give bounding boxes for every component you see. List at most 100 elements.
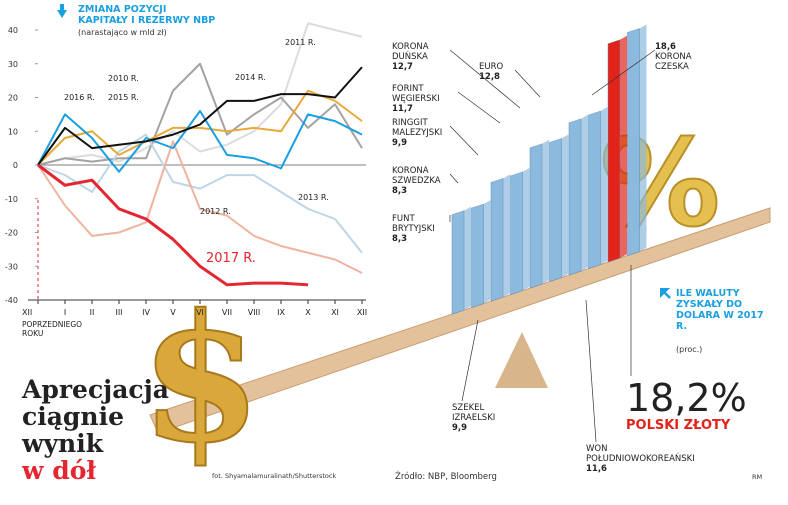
bar-side (464, 206, 471, 311)
bar-name: FUNT BRYTYJSKI (392, 214, 435, 234)
dollar-sign: $ (140, 277, 262, 482)
bar-name: RINGGIT MALEZYJSKI (392, 118, 443, 138)
y-tick-label: 40 (8, 26, 18, 35)
y-tick-label: 10 (8, 127, 18, 136)
series-label: 2016 R. (64, 93, 95, 102)
bar-top (530, 139, 549, 148)
bar-value-label: 12,7 (392, 62, 413, 72)
headline-text: Aprecjacja ciągnie wynik (22, 375, 169, 458)
bar-value-label: 8,3 (392, 186, 408, 196)
bar-value-label: 9,9 (452, 423, 468, 433)
x-note: POPRZEDNIEGO ROKU (22, 320, 83, 338)
bar-top (608, 35, 627, 44)
bar-name: WON POŁUDNIOWOKOREAŃSKI (586, 444, 695, 464)
y-tick-label: -20 (5, 229, 18, 238)
photo-credit: fot. Shyamalamuralinath/Shutterstock (212, 472, 336, 480)
bar-label: EURO 12,8 (479, 62, 519, 82)
series-line (37, 110, 363, 173)
author: RM (752, 473, 762, 481)
x-tick-label: X (305, 308, 311, 317)
bar (510, 171, 523, 295)
bar-name: POLSKI ZŁOTY (626, 418, 731, 433)
bar-side (483, 200, 491, 304)
bar-top (627, 24, 647, 33)
x-tick-label: VIII (248, 308, 261, 317)
x-tick-label: VI (196, 308, 204, 317)
bar-title-arrow-shaft (660, 288, 671, 299)
series-label: 2011 R. (285, 38, 316, 47)
series-label: 2010 R. (108, 74, 139, 83)
x-tick-label: XII (357, 308, 367, 317)
leader-line (514, 69, 541, 98)
bar-value-label: 8,3 (392, 234, 408, 244)
y-tick-label: -40 (5, 296, 18, 305)
x-tick-label: III (115, 308, 122, 317)
bar-value-label: 18,2% (626, 376, 747, 420)
bar-label: FUNT BRYTYJSKI 8,3 (392, 214, 454, 244)
title-arrow-shaft (60, 4, 64, 11)
x-tick-label: V (170, 308, 176, 317)
bar-label: RINGGIT MALEZYJSKI 9,9 (392, 118, 454, 148)
bar (549, 138, 562, 282)
bar-label: KORONA DUŃSKA 12,7 (392, 42, 454, 72)
leader-line (449, 173, 459, 184)
bar-label: KORONA SZWEDZKA 8,3 (392, 166, 454, 196)
bar-side (600, 106, 608, 265)
bar-label: FORINT WĘGIERSKI 11,7 (392, 84, 462, 114)
plank (149, 207, 771, 434)
bar-value-label: 9,9 (392, 138, 408, 148)
bar-side (542, 139, 549, 285)
leader-line (449, 49, 521, 109)
bar-value-label: 12,8 (479, 72, 500, 82)
x-tick-label: IX (277, 308, 285, 317)
bar-top (491, 174, 510, 183)
headline-highlight: w dół (22, 456, 96, 485)
bar (529, 143, 543, 289)
bar (490, 178, 504, 302)
x-tick-label: IV (142, 308, 150, 317)
bar-side (581, 114, 588, 272)
y-tick-label: 20 (8, 94, 18, 103)
x-tick-label: XI (331, 308, 339, 317)
series-line (37, 66, 363, 166)
chart-title: ZMIANA POZYCJI KAPITAŁY I REZERWY NBP (78, 4, 216, 26)
title-arrow (57, 10, 67, 18)
bar-value-label: 11,7 (392, 104, 413, 114)
bar-top (471, 200, 491, 209)
bar-name: SZEKEL IZRAELSKI (452, 403, 496, 423)
fulcrum (495, 332, 548, 388)
bar (471, 203, 484, 309)
bar-name: KORONA SZWEDZKA (392, 166, 441, 186)
bar-name: FORINT WĘGIERSKI (392, 84, 440, 104)
bar-side (620, 35, 627, 259)
bar-top (588, 106, 608, 115)
series-label: 2015 R. (108, 93, 139, 102)
bar-side (522, 167, 530, 291)
bar (607, 39, 621, 263)
bar-value-label: 11,6 (586, 464, 607, 474)
bar-name: KORONA CZESKA (655, 52, 692, 72)
series-line (37, 89, 363, 166)
bar-side (561, 134, 569, 278)
series-label: 2014 R. (235, 73, 266, 82)
leader-line (591, 49, 656, 96)
series-line (37, 22, 363, 166)
y-tick-label: -30 (5, 262, 18, 271)
bar-value-label: 18,6 (655, 42, 676, 52)
bar-top (510, 167, 530, 176)
bar-label: 18,2% POLSKI ZŁOTY (626, 378, 756, 433)
bar-label: WON POŁUDNIOWOKOREAŃSKI 11,6 (586, 444, 716, 474)
leader-line (585, 299, 597, 443)
bar-name: EURO (479, 62, 504, 72)
leader-line (449, 125, 479, 156)
bar-name: KORONA DUŃSKA (392, 42, 429, 62)
series-line (37, 140, 363, 274)
bar-label: SZEKEL IZRAELSKI 9,9 (452, 403, 522, 433)
bar-top (569, 114, 588, 123)
series-line (37, 163, 309, 287)
bar-label: 18,6 KORONA CZESKA (655, 42, 725, 72)
x-tick-label: XII (22, 308, 32, 317)
y-tick-label: 0 (13, 161, 18, 170)
